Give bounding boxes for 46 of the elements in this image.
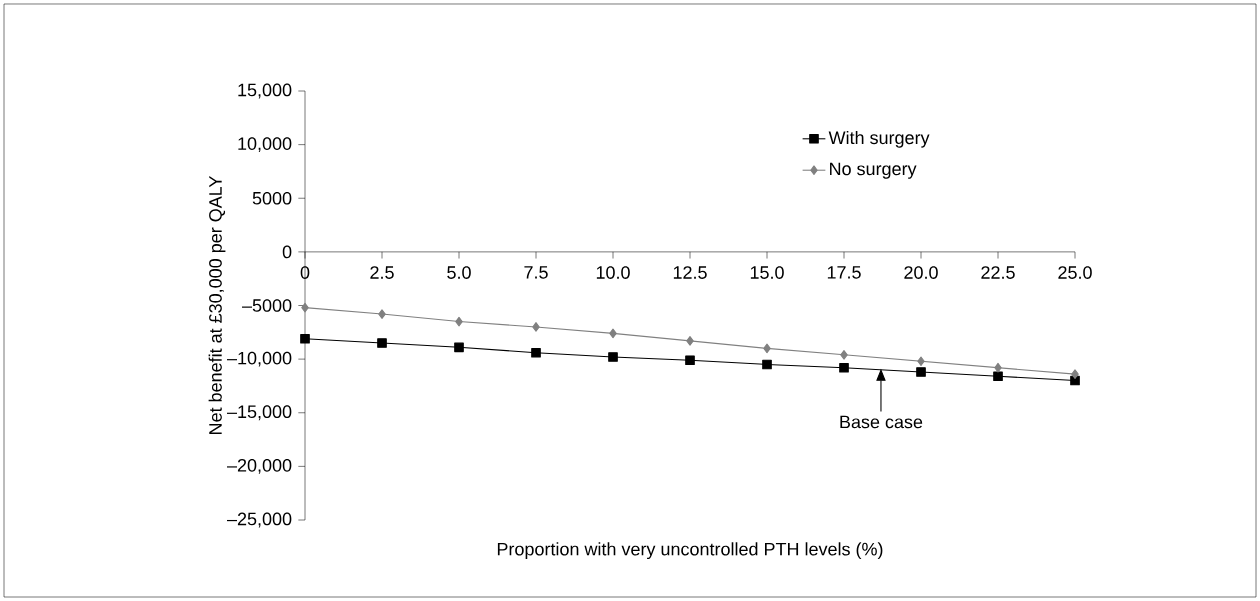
point	[531, 347, 541, 358]
x-tick-label: 22.5	[981, 266, 1015, 279]
point	[609, 328, 617, 339]
point	[839, 362, 849, 373]
x-axis-title: Proportion with very uncontrolled PTH levels (%)	[497, 542, 883, 560]
point	[763, 343, 771, 354]
point	[455, 316, 463, 327]
x-tick-label: 2.5	[370, 266, 394, 279]
y-tick-label: –5000	[242, 299, 292, 312]
annotation: Base case	[840, 415, 923, 429]
x-tick-label: 12.5	[673, 266, 707, 279]
point	[608, 352, 618, 362]
point	[300, 333, 310, 344]
point	[377, 338, 387, 348]
point	[993, 371, 1003, 382]
x-tick-label: 10.0	[596, 266, 630, 279]
x-tick-label: 5.0	[447, 266, 471, 279]
y-tick-label: 10,000	[238, 137, 292, 153]
y-tick-label: 15,000	[238, 83, 292, 99]
x-tick-label: 17.5	[827, 266, 861, 279]
point	[916, 367, 926, 377]
y-tick-label: 5000	[252, 191, 292, 205]
y-tick-label: –20,000	[227, 458, 292, 474]
y-tick-label: –25,000	[227, 512, 292, 528]
x-tick-label: 0	[300, 266, 310, 279]
x-tick-label: 20.0	[904, 266, 938, 279]
point	[685, 355, 695, 365]
legend-label: No surgery	[830, 162, 917, 179]
y-tick-label: 0	[282, 245, 292, 259]
x-tick-label: 7.5	[524, 266, 548, 279]
x-tick-label: 15.0	[750, 266, 784, 279]
point	[454, 342, 464, 353]
point	[762, 359, 772, 370]
point	[917, 356, 925, 367]
legend-label: With surgery	[828, 130, 930, 148]
point	[1071, 369, 1079, 379]
x-tick-label: 25.0	[1058, 266, 1092, 279]
y-tick-label: –10,000	[227, 351, 292, 367]
point	[378, 309, 386, 319]
point	[301, 302, 309, 313]
point	[686, 336, 694, 346]
y-axis-title: Net benefit at £30,000 per QALY	[208, 176, 226, 434]
point	[840, 350, 848, 360]
y-tick-label: –15,000	[227, 405, 292, 421]
point	[994, 362, 1002, 373]
point	[532, 322, 540, 332]
